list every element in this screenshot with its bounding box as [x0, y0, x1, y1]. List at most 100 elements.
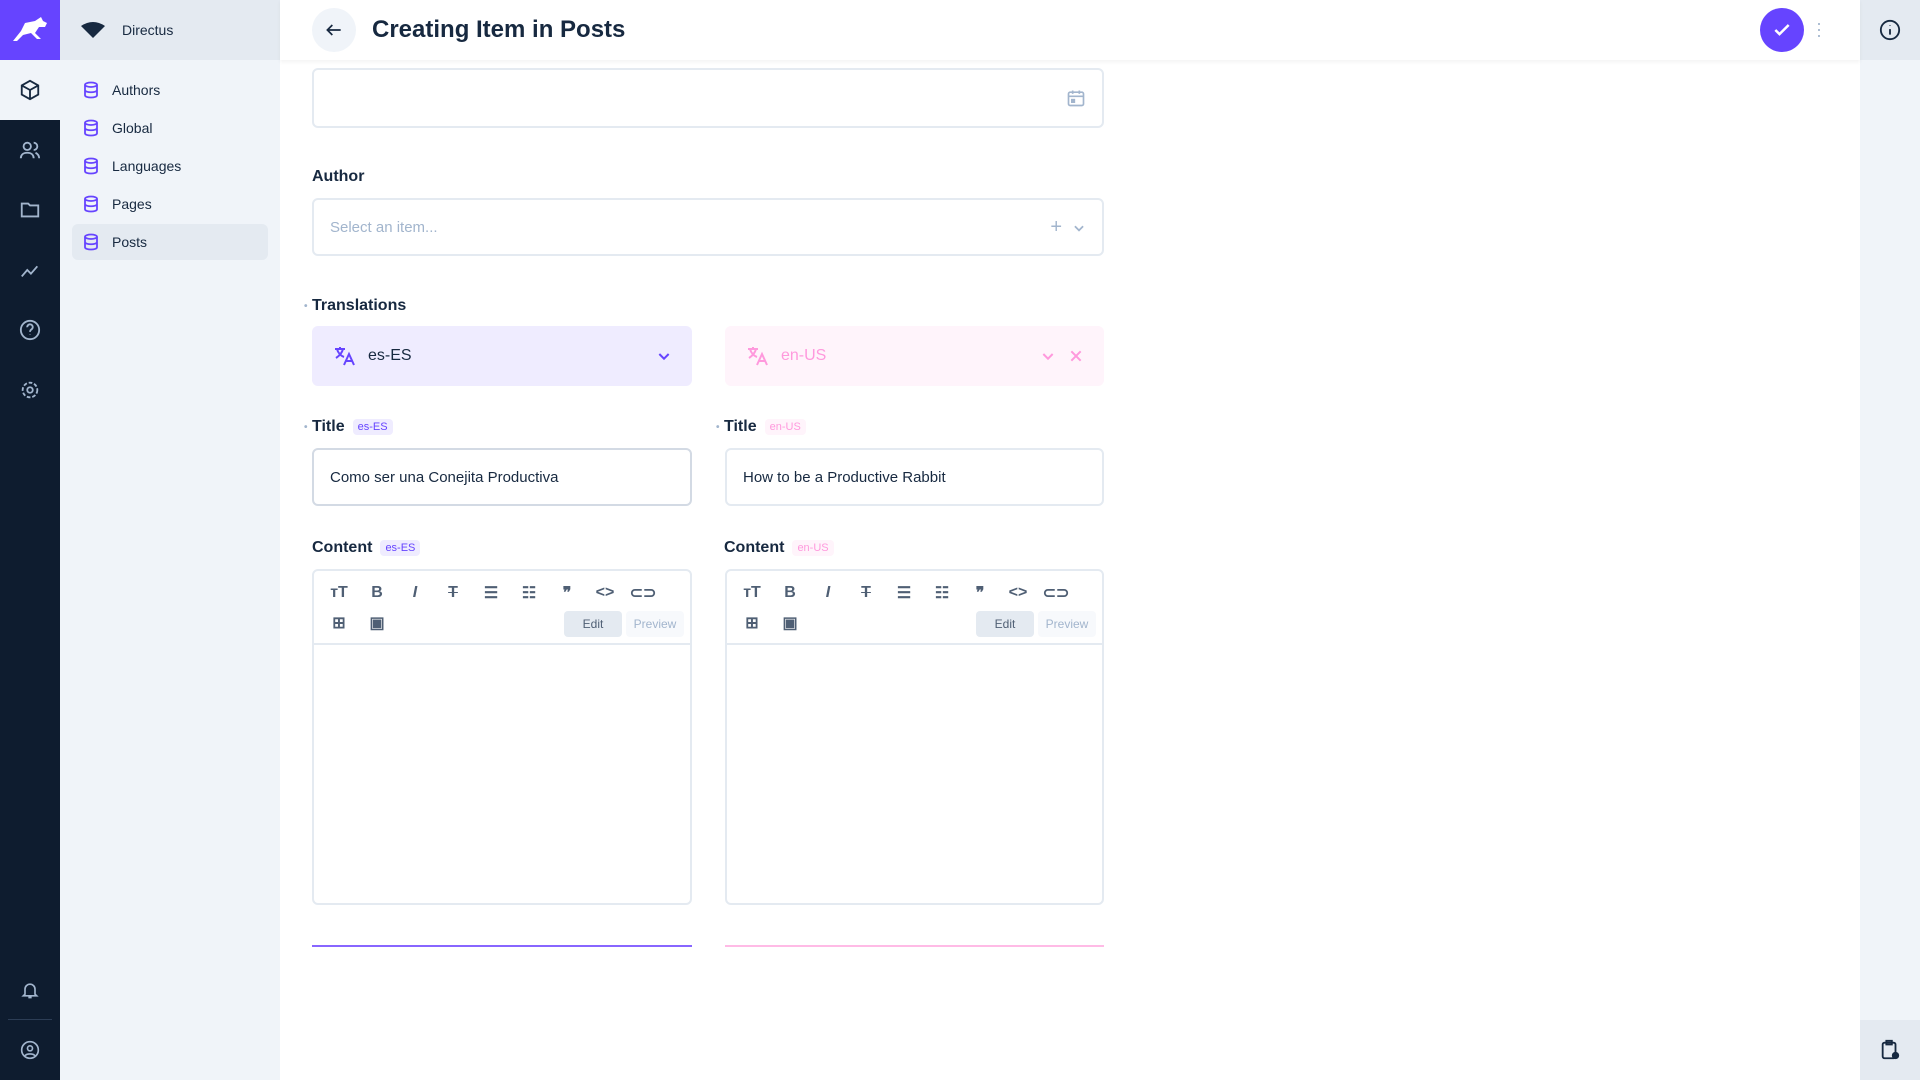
save-button[interactable]	[1760, 8, 1804, 52]
italic-icon[interactable]: I	[412, 584, 418, 601]
database-icon	[84, 119, 98, 137]
numbered-list-icon[interactable]: ☷	[521, 585, 537, 602]
code-icon[interactable]: <>	[595, 584, 615, 601]
numbered-list-icon[interactable]: ☷	[934, 585, 950, 602]
strikethrough-icon[interactable]: T	[861, 584, 871, 601]
content-editor-right[interactable]: тT B I T ☰ ☷ ❞ <> ⊂⊃ ⊞ ▣ Edit Preview	[725, 569, 1104, 905]
database-icon	[84, 81, 98, 99]
sidebar-item-label: Authors	[112, 82, 161, 98]
title-input-left[interactable]: Como ser una Conejita Productiva	[312, 448, 692, 506]
table-icon[interactable]: ⊞	[745, 615, 759, 632]
bullet-list-icon[interactable]: ☰	[483, 585, 499, 602]
strikethrough-icon[interactable]: T	[448, 584, 458, 601]
language-badge: en-US	[764, 419, 806, 435]
bold-icon[interactable]: B	[371, 584, 383, 601]
author-placeholder: Select an item...	[330, 218, 438, 236]
label-text: Title	[312, 418, 345, 435]
users-icon[interactable]	[0, 120, 60, 180]
project-header[interactable]: Directus	[60, 0, 280, 60]
chevron-down-icon	[658, 353, 670, 361]
language-badge: en-US	[792, 540, 834, 556]
plus-icon[interactable]: +	[1050, 215, 1062, 238]
chevron-down-icon[interactable]	[1072, 221, 1086, 235]
edit-tab[interactable]: Edit	[976, 611, 1034, 637]
quote-icon[interactable]: ❞	[562, 585, 572, 602]
content-editor-left[interactable]: тT B I T ☰ ☷ ❞ <> ⊂⊃ ⊞ ▣ Edit Preview	[312, 569, 692, 905]
heading-icon[interactable]: тT	[743, 584, 761, 601]
check-icon	[1774, 24, 1790, 36]
title-input-right[interactable]: How to be a Productive Rabbit	[725, 448, 1104, 506]
database-icon	[84, 157, 98, 175]
language-badge: es-ES	[380, 540, 421, 556]
arrow-left-icon	[326, 24, 341, 36]
sidebar-item-posts[interactable]: Posts	[72, 224, 268, 260]
sidebar-item-label: Posts	[112, 234, 148, 250]
info-sidebar	[1860, 0, 1920, 1080]
chevron-down-icon	[1042, 353, 1054, 361]
language-right: en-US	[781, 347, 827, 364]
quote-icon[interactable]: ❞	[975, 585, 985, 602]
date-field[interactable]	[312, 68, 1104, 128]
link-icon[interactable]: ⊂⊃	[629, 585, 657, 602]
label-text: Title	[724, 418, 757, 435]
translate-icon	[335, 347, 355, 366]
language-select-right[interactable]: en-US	[725, 326, 1104, 386]
module-nav	[0, 0, 60, 1080]
calendar-icon	[1067, 90, 1085, 107]
code-icon[interactable]: <>	[1008, 584, 1028, 601]
preview-tab[interactable]: Preview	[1038, 611, 1096, 637]
content-icon[interactable]	[0, 60, 60, 120]
title-value-right: How to be a Productive Rabbit	[743, 468, 946, 486]
heading-icon[interactable]: тT	[330, 584, 348, 601]
language-left: es-ES	[368, 347, 412, 364]
database-icon	[84, 195, 98, 213]
help-icon[interactable]	[0, 300, 60, 360]
table-icon[interactable]: ⊞	[332, 615, 346, 632]
bullet-list-icon[interactable]: ☰	[896, 585, 912, 602]
sidebar-item-pages[interactable]: Pages	[72, 186, 268, 222]
directus-logo[interactable]	[0, 0, 60, 60]
notifications-icon[interactable]	[0, 960, 60, 1020]
language-badge: es-ES	[352, 419, 393, 435]
edit-tab[interactable]: Edit	[564, 611, 622, 637]
translations-label-text: Translations	[312, 297, 407, 314]
language-select-left[interactable]: es-ES	[312, 326, 692, 386]
settings-icon[interactable]	[0, 360, 60, 420]
sidebar-item-languages[interactable]: Languages	[72, 148, 268, 184]
info-icon[interactable]	[1860, 0, 1920, 60]
image-icon[interactable]: ▣	[369, 615, 385, 632]
insights-icon[interactable]	[0, 240, 60, 300]
link-icon[interactable]: ⊂⊃	[1042, 585, 1070, 602]
author-select[interactable]: Select an item... +	[312, 198, 1104, 256]
sidebar-item-label: Languages	[112, 158, 182, 174]
sidebar-item-authors[interactable]: Authors	[72, 72, 268, 108]
files-icon[interactable]	[0, 180, 60, 240]
content-label-left: Content es-ES	[312, 539, 421, 557]
project-logo-icon	[81, 22, 105, 38]
author-label: Author	[312, 168, 365, 185]
close-icon[interactable]	[1068, 348, 1084, 364]
clipboard-icon[interactable]	[1860, 1020, 1920, 1080]
title-label-left: • Title es-ES	[304, 418, 393, 436]
sidebar-item-label: Global	[112, 120, 153, 136]
project-name: Directus	[122, 22, 174, 38]
language-divider-right	[725, 945, 1104, 947]
title-label-right: • Title en-US	[716, 418, 806, 436]
image-icon[interactable]: ▣	[782, 615, 798, 632]
page-header: Creating Item in Posts · · ·	[280, 0, 1860, 60]
label-text: Content	[724, 539, 785, 556]
more-options-icon[interactable]: · · ·	[1816, 13, 1822, 45]
user-icon[interactable]	[0, 1020, 60, 1080]
italic-icon[interactable]: I	[825, 584, 831, 601]
language-divider-left	[312, 945, 692, 947]
preview-tab[interactable]: Preview	[626, 611, 684, 637]
label-text: Content	[312, 539, 373, 556]
sidebar-item-global[interactable]: Global	[72, 110, 268, 146]
collections-sidebar: Directus Authors Global Languages Pages …	[60, 0, 280, 1080]
sidebar-item-label: Pages	[112, 196, 152, 212]
translate-icon	[748, 347, 768, 366]
back-button[interactable]	[312, 8, 356, 52]
translations-label: • Translations	[304, 297, 407, 314]
content-label-right: Content en-US	[724, 539, 834, 557]
bold-icon[interactable]: B	[784, 584, 796, 601]
